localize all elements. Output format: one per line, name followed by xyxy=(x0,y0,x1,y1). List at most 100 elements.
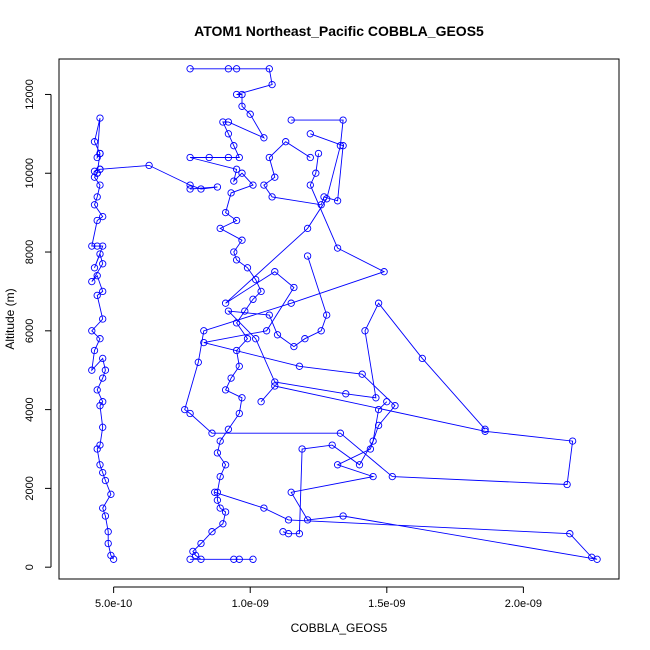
data-point xyxy=(88,242,96,250)
data-point xyxy=(93,242,101,250)
data-point xyxy=(99,398,107,406)
data-point xyxy=(99,504,107,512)
y-tick-label: 8000 xyxy=(24,240,36,264)
data-point xyxy=(306,181,314,189)
data-point xyxy=(314,149,323,158)
data-point xyxy=(96,149,104,158)
data-point xyxy=(221,299,230,307)
data-point xyxy=(99,354,107,363)
data-point xyxy=(211,488,219,496)
data-point xyxy=(282,138,290,146)
data-point xyxy=(257,398,265,406)
data-point xyxy=(588,553,596,561)
x-tick-label: 5.0e-10 xyxy=(95,598,132,610)
data-point xyxy=(224,65,233,73)
data-point xyxy=(99,374,107,382)
data-point xyxy=(235,153,243,162)
data-point xyxy=(333,461,342,469)
data-point xyxy=(101,512,110,520)
data-point xyxy=(107,490,115,498)
data-point xyxy=(186,181,194,189)
data-point xyxy=(295,362,304,370)
data-point xyxy=(271,268,279,276)
data-point xyxy=(186,409,194,418)
data-point xyxy=(249,181,257,189)
data-point xyxy=(232,90,241,99)
data-point xyxy=(481,427,489,435)
data-point xyxy=(101,476,110,485)
x-tick-label: 1.5e-09 xyxy=(368,598,405,610)
data-point xyxy=(216,224,224,233)
data-point xyxy=(230,177,238,185)
data-point xyxy=(99,468,107,477)
data-point xyxy=(252,335,260,343)
data-point xyxy=(224,153,233,162)
data-point xyxy=(374,299,383,307)
data-point xyxy=(481,425,489,433)
data-point xyxy=(260,181,268,189)
data-point xyxy=(284,516,293,524)
data-point xyxy=(186,555,194,563)
data-point xyxy=(260,504,268,512)
data-point xyxy=(252,275,260,284)
data-point xyxy=(232,65,241,73)
data-point xyxy=(243,335,252,343)
data-point xyxy=(333,197,342,205)
series-line xyxy=(189,68,273,560)
data-point xyxy=(227,374,235,382)
data-point xyxy=(287,299,295,307)
x-tick-label: 1.0e-09 xyxy=(232,598,269,610)
data-point xyxy=(303,252,312,260)
data-point xyxy=(99,287,107,296)
data-point xyxy=(290,283,298,292)
x-axis-label: COBBLA_GEOS5 xyxy=(291,621,388,635)
data-point xyxy=(568,437,577,445)
data-point xyxy=(88,366,96,374)
data-point xyxy=(93,386,101,394)
data-point xyxy=(287,116,295,124)
data-point xyxy=(230,142,238,150)
data-point xyxy=(238,236,246,244)
data-point xyxy=(298,445,306,453)
y-tick-label: 6000 xyxy=(24,319,36,343)
data-point xyxy=(88,277,96,286)
data-point xyxy=(369,472,377,481)
data-point xyxy=(208,429,216,437)
data-point xyxy=(383,398,391,406)
data-point xyxy=(96,250,104,258)
data-point xyxy=(320,193,328,201)
data-point xyxy=(249,555,257,563)
data-point xyxy=(232,216,241,225)
data-point xyxy=(566,530,574,538)
data-point xyxy=(205,153,213,162)
data-point xyxy=(96,181,104,189)
data-point xyxy=(221,461,230,469)
data-point xyxy=(312,169,320,177)
y-axis-label: Altitude (m) xyxy=(3,288,17,349)
data-point xyxy=(194,358,202,366)
series-line xyxy=(263,133,344,206)
series-line xyxy=(203,119,598,560)
data-point xyxy=(186,185,194,193)
data-series xyxy=(224,252,489,433)
data-point xyxy=(104,528,112,536)
data-point xyxy=(303,224,312,233)
data-point xyxy=(99,315,107,323)
data-point xyxy=(369,437,377,445)
data-point xyxy=(216,437,224,445)
data-point xyxy=(271,173,279,181)
data-point xyxy=(99,212,107,221)
data-point xyxy=(208,528,216,536)
data-point xyxy=(333,244,342,252)
data-point xyxy=(306,153,314,162)
series-line xyxy=(99,164,218,190)
y-tick-label: 0 xyxy=(24,564,36,570)
data-series xyxy=(96,161,222,193)
data-point xyxy=(101,366,110,374)
data-series xyxy=(181,149,577,489)
data-point xyxy=(265,311,273,319)
data-point xyxy=(249,295,257,303)
data-point xyxy=(104,539,112,548)
data-point xyxy=(216,472,224,481)
